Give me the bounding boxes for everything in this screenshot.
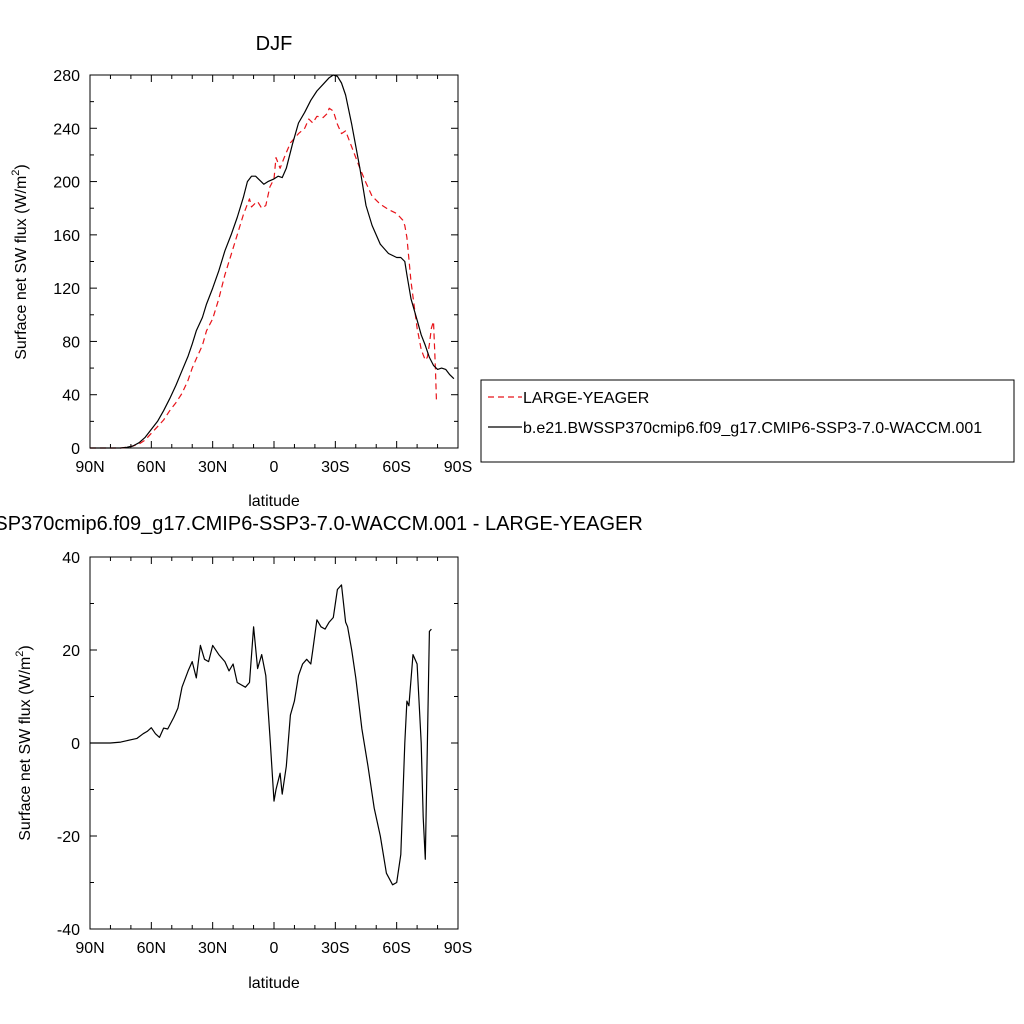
chart-bottom-series bbox=[90, 584, 432, 886]
chart-top-ylabel-sup: 2 bbox=[10, 170, 22, 176]
chart-top-ytick-label: 40 bbox=[62, 388, 80, 405]
chart-top-xtick-label: 60N bbox=[137, 459, 166, 476]
chart-bottom-ytick-label: 40 bbox=[62, 550, 80, 567]
chart-top-ytick-label: 120 bbox=[53, 281, 80, 298]
chart-top-ticks: 90N 60N 30N 0 30S 60S 90S 0 40 80 120 160 200 240 280 bbox=[53, 68, 472, 476]
chart-bottom-series-line-0 bbox=[90, 584, 432, 886]
chart-top-xtick-label: 0 bbox=[270, 459, 279, 476]
chart-top-ytick-label: 80 bbox=[62, 334, 80, 351]
legend: LARGE-YEAGER b.e21.BWSSP370cmip6.f09_g17… bbox=[480, 379, 1015, 463]
chart-bottom-xtick-label: 60N bbox=[137, 940, 166, 957]
chart-top-xtick-label: 90S bbox=[444, 459, 472, 476]
chart-bottom-ytick-label: -20 bbox=[57, 829, 80, 846]
chart-top-ylabel: Surface net SW flux (W/m2) bbox=[10, 164, 30, 360]
chart-top-plot-frame bbox=[89, 74, 459, 449]
chart-bottom-ylabel-main: Surface net SW flux (W/m bbox=[17, 657, 34, 841]
chart-top-ylabel-main: Surface net SW flux (W/m bbox=[13, 176, 30, 360]
chart-top-ytick-label: 0 bbox=[71, 441, 80, 458]
chart-top: DJF 90N 60N 30N 0 30S 60S 90S 0 40 80 120 160 200 240… bbox=[10, 33, 472, 510]
chart-top-ytick-label: 160 bbox=[53, 228, 80, 245]
chart-bottom: b.e21.BWSSP370cmip6.f09_g17.CMIP6-SSP3-7… bbox=[0, 513, 643, 992]
chart-top-xtick-label: 30S bbox=[321, 459, 349, 476]
chart-bottom-ytick-label: 0 bbox=[71, 736, 80, 753]
chart-bottom-plot-frame bbox=[89, 556, 459, 930]
legend-label-waccm: b.e21.BWSSP370cmip6.f09_g17.CMIP6-SSP3-7… bbox=[523, 420, 982, 437]
chart-bottom-ticks: 90N 60N 30N 0 30S 60S 90S -40 -20 0 20 40 bbox=[57, 550, 472, 957]
chart-top-xtick-label: 90N bbox=[75, 459, 104, 476]
chart-bottom-ylabel: Surface net SW flux (W/m2) bbox=[14, 645, 34, 841]
chart-top-ytick-label: 280 bbox=[53, 68, 80, 85]
chart-top-series-line-0 bbox=[90, 107, 438, 449]
chart-bottom-ytick-label: 20 bbox=[62, 643, 80, 660]
chart-bottom-xlabel: latitude bbox=[248, 975, 300, 992]
chart-bottom-xtick-label: 30S bbox=[321, 940, 349, 957]
chart-bottom-xtick-label: 0 bbox=[270, 940, 279, 957]
chart-top-series bbox=[90, 74, 455, 449]
chart-bottom-ylabel-sup: 2 bbox=[14, 651, 26, 657]
chart-bottom-xtick-label: 90S bbox=[444, 940, 472, 957]
chart-top-ytick-label: 200 bbox=[53, 175, 80, 192]
chart-top-title: DJF bbox=[256, 33, 293, 55]
chart-top-series-line-1 bbox=[90, 74, 455, 449]
chart-top-xtick-label: 30N bbox=[198, 459, 227, 476]
chart-bottom-ytick-label: -40 bbox=[57, 922, 80, 939]
legend-box bbox=[480, 379, 1015, 463]
chart-bottom-ylabel-close: ) bbox=[17, 645, 34, 650]
chart-top-ytick-label: 240 bbox=[53, 121, 80, 138]
chart-bottom-xtick-label: 90N bbox=[75, 940, 104, 957]
chart-top-xtick-label: 60S bbox=[382, 459, 410, 476]
chart-top-ylabel-close: ) bbox=[13, 164, 30, 169]
chart-top-xlabel: latitude bbox=[248, 493, 300, 510]
chart-bottom-xtick-label: 30N bbox=[198, 940, 227, 957]
legend-label-large-yeager: LARGE-YEAGER bbox=[523, 390, 649, 407]
chart-bottom-title: b.e21.BWSSP370cmip6.f09_g17.CMIP6-SSP3-7… bbox=[0, 513, 643, 535]
chart-bottom-xtick-label: 60S bbox=[382, 940, 410, 957]
